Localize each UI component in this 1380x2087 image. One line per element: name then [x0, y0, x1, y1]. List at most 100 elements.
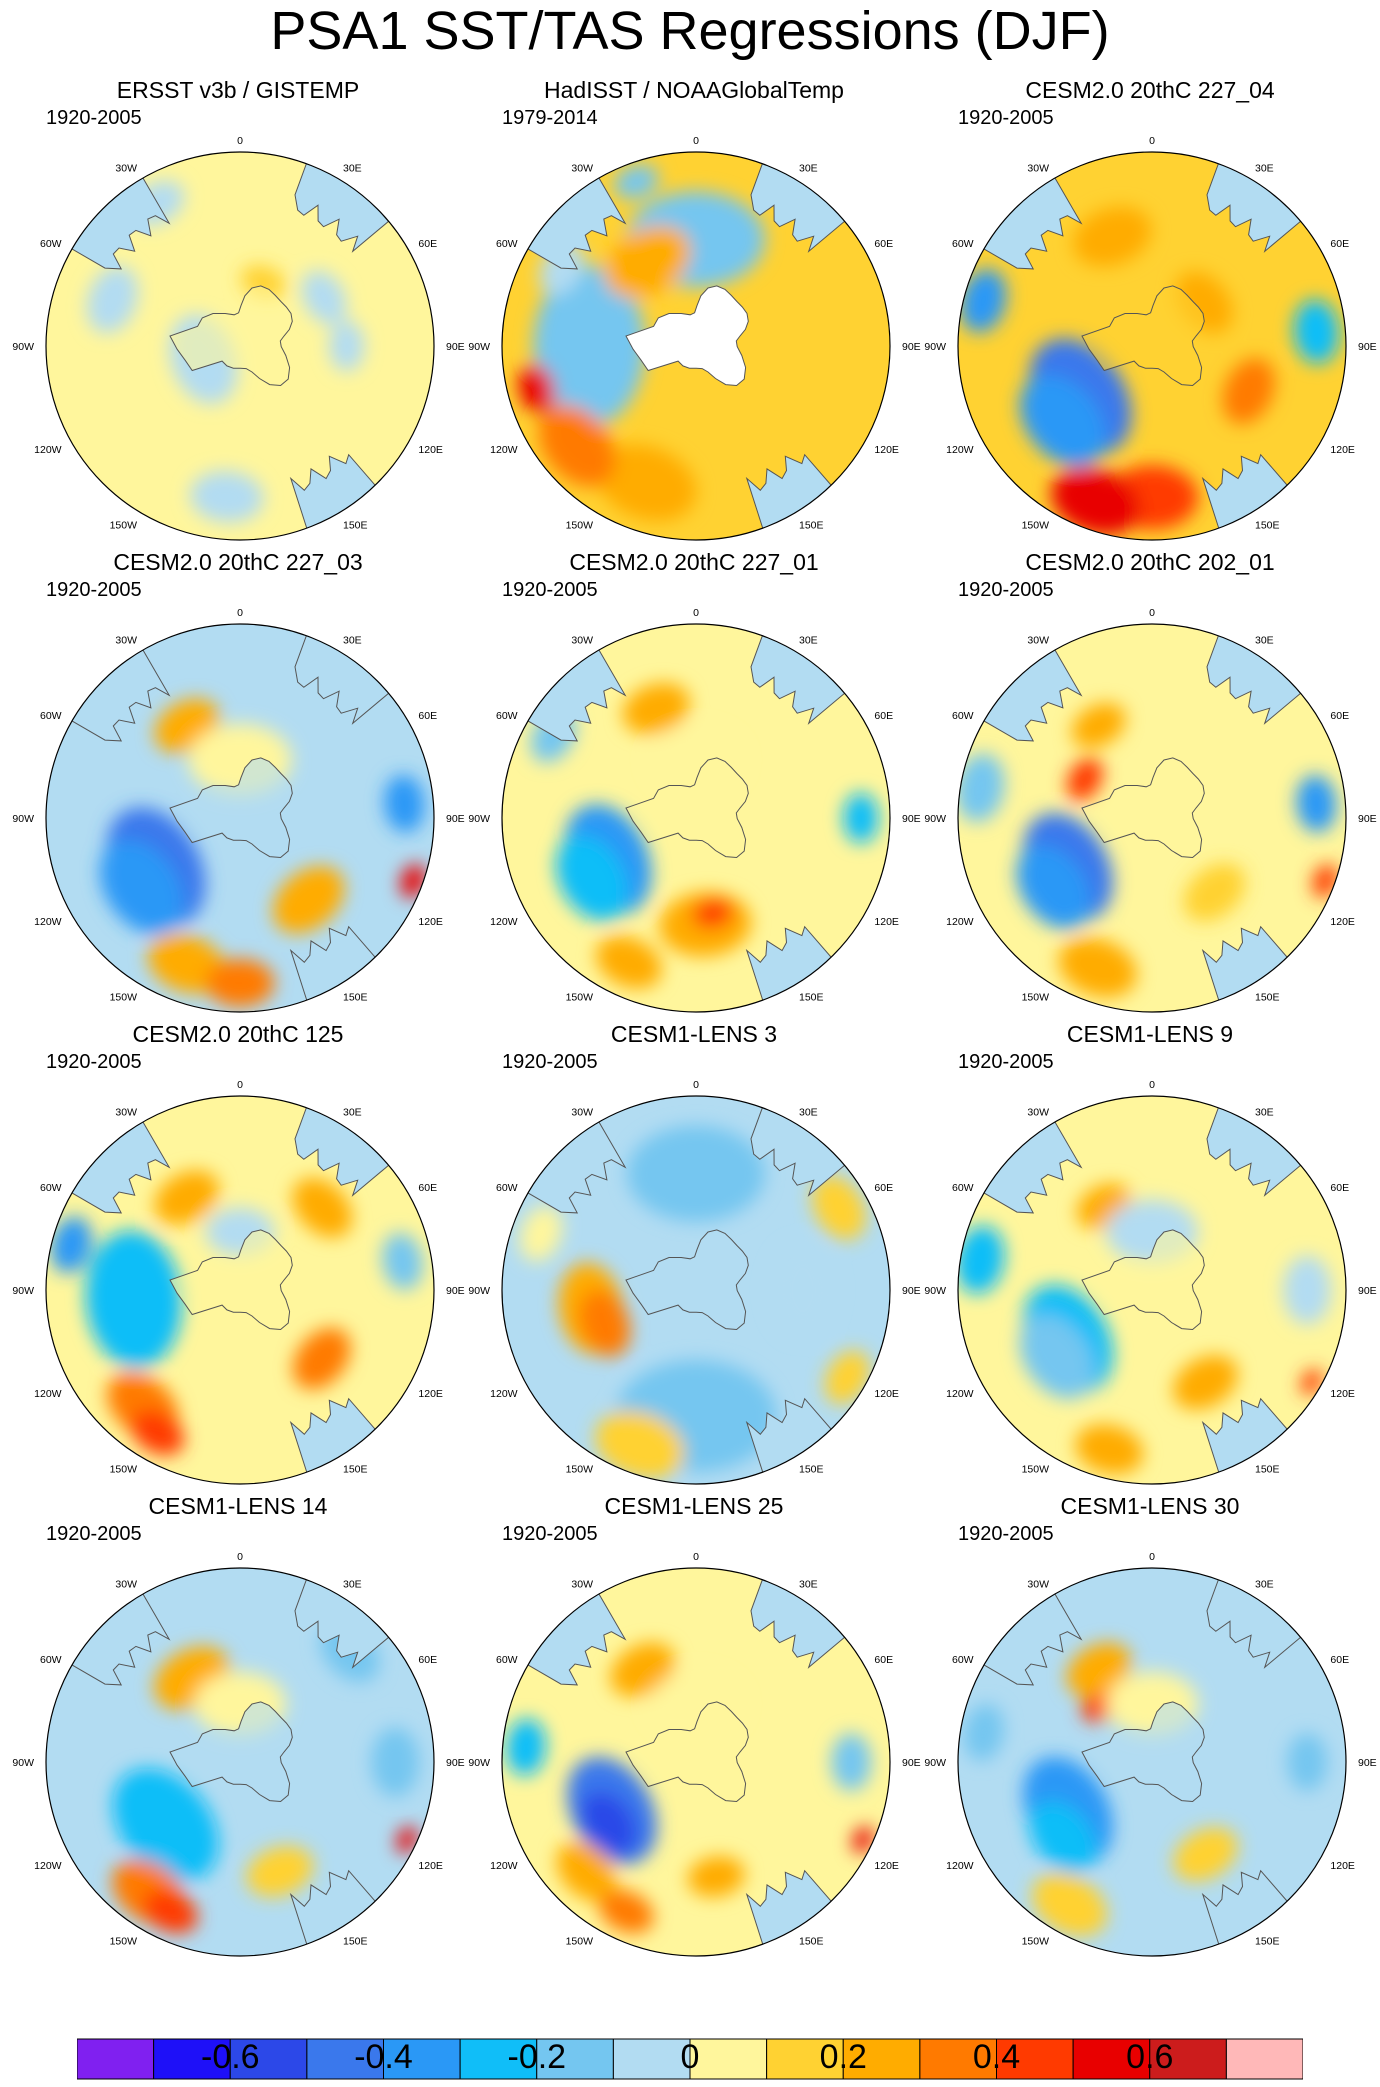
polar-map: 0 30E 60E 90E 120E 150E 180 150W 120W 90W 60W 30W — [12, 135, 464, 548]
longitude-label: 90W — [12, 1285, 34, 1297]
anomaly-region — [1173, 1355, 1238, 1410]
colorbar-swatch — [229, 2038, 308, 2080]
anomaly-region — [85, 1230, 182, 1369]
panel-title: CESM2.0 20thC 227_03 — [113, 549, 363, 575]
anomaly-region — [1066, 1642, 1131, 1697]
longitude-label: 150E — [799, 1935, 824, 1947]
longitude-label: 30E — [799, 1579, 818, 1591]
longitude-label: 60E — [418, 238, 437, 250]
longitude-label: 120E — [1330, 916, 1355, 928]
longitude-label: 60E — [418, 710, 437, 722]
longitude-label: 90W — [924, 1757, 946, 1769]
antarctica-outline — [169, 285, 293, 387]
longitude-label: 150E — [799, 991, 824, 1003]
longitude-label: 120E — [1330, 444, 1355, 456]
longitude-label: 150W — [566, 519, 594, 531]
antarctica-outline — [169, 1229, 293, 1331]
longitude-label: 60E — [418, 1654, 437, 1666]
antarctica-outline — [1081, 1229, 1205, 1331]
anomaly-region — [604, 225, 691, 299]
panel-period: 1920-2005 — [502, 1523, 598, 1545]
colorbar-tick-label: 0.4 — [972, 2038, 1021, 2076]
anomaly-region — [1058, 937, 1137, 998]
longitude-label: 120E — [1330, 1388, 1355, 1400]
longitude-label: 0 — [1149, 1551, 1155, 1563]
longitude-label: 150W — [110, 1463, 138, 1475]
longitude-label: 30E — [1255, 163, 1274, 175]
panel-period: 1920-2005 — [46, 579, 142, 601]
map-border — [501, 623, 891, 1013]
longitude-label: 60W — [952, 1182, 974, 1194]
anomaly-region — [824, 1350, 870, 1405]
polar-map: 0 30E 60E 90E 120E 150E 180 150W 120W 90W 60W 30W — [12, 1551, 464, 1964]
longitude-label: 120E — [874, 916, 899, 928]
anomaly-region — [579, 1289, 631, 1357]
anomaly-region — [1075, 1424, 1144, 1475]
anomaly-region — [580, 1791, 637, 1855]
longitude-label: 60E — [874, 238, 893, 250]
longitude-label: 90E — [1358, 1285, 1377, 1297]
longitude-label: 30E — [343, 163, 362, 175]
longitude-label: 120W — [34, 916, 62, 928]
anomaly-region — [99, 839, 184, 935]
map-border — [501, 1095, 891, 1485]
longitude-label: 120W — [946, 444, 974, 456]
anomaly-region — [272, 866, 345, 934]
colorbar-swatch — [383, 2038, 461, 2080]
colorbar-swatch — [153, 2038, 231, 2080]
longitude-label: 120E — [418, 916, 443, 928]
anomaly-region — [518, 363, 555, 414]
panel-title: CESM1-LENS 9 — [1066, 1021, 1234, 1047]
polar-map: 0 30E 60E 90E 120E 150E 180 150W 120W 90W 60W 30W — [924, 607, 1376, 1020]
longitude-label: 120W — [946, 1860, 974, 1872]
longitude-label: 120E — [418, 1388, 443, 1400]
anomaly-region — [610, 1642, 675, 1697]
colorbar-swatch — [1225, 2038, 1303, 2080]
longitude-label: 60E — [874, 1182, 893, 1194]
map-border — [957, 623, 1347, 1013]
map-border — [501, 151, 891, 541]
anomaly-region — [614, 164, 659, 199]
polar-map: 0 30E 60E 90E 120E 150E 180 150W 120W 90W 60W 30W — [468, 607, 920, 1020]
panel-title: CESM2.0 20thC 125 — [132, 1021, 344, 1047]
anomaly-region — [1183, 863, 1246, 922]
colorbar-tick-label: -0.2 — [507, 2038, 567, 2076]
map-border — [957, 1095, 1347, 1485]
longitude-label: 150W — [110, 1935, 138, 1947]
longitude-label: 30E — [799, 1107, 818, 1119]
antarctica-outline — [1081, 757, 1205, 859]
anomaly-region — [960, 269, 1007, 333]
map-panel: CESM1-LENS 9 1920-2005 0 30E 60E 90E 120E 150E 1… — [920, 1020, 1380, 1492]
longitude-label: 60E — [1330, 1182, 1349, 1194]
panel-title: CESM1-LENS 14 — [148, 1493, 328, 1519]
antarctica-outline — [169, 757, 293, 859]
longitude-label: 30E — [1255, 635, 1274, 647]
longitude-label: 60W — [952, 238, 974, 250]
longitude-label: 180 — [687, 547, 705, 548]
longitude-label: 30W — [115, 635, 137, 647]
longitude-label: 150W — [110, 991, 138, 1003]
longitude-label: 30E — [1255, 1107, 1274, 1119]
colorbar-swatch — [996, 2038, 1074, 2080]
colorbar-labels: -0.6 -0.4 -0.2 0 0.2 0.4 0.6 — [0, 2040, 1380, 2087]
longitude-label: 150W — [1022, 991, 1050, 1003]
colorbar-swatch — [689, 2038, 768, 2080]
antarctica-outline — [1081, 285, 1205, 387]
longitude-label: 120W — [490, 1860, 518, 1872]
longitude-label: 30E — [799, 163, 818, 175]
antarctica-outline — [625, 285, 749, 387]
panel-period: 1920-2005 — [502, 579, 598, 601]
anomaly-region — [190, 470, 264, 523]
anomaly-region — [505, 1718, 546, 1776]
longitude-label: 30E — [343, 635, 362, 647]
longitude-label: 60W — [952, 1654, 974, 1666]
colorbar-swatch — [842, 2038, 921, 2080]
longitude-label: 90W — [468, 1757, 490, 1769]
longitude-label: 90W — [12, 813, 34, 825]
longitude-label: 90E — [902, 1285, 921, 1297]
map-border — [45, 623, 435, 1013]
longitude-label: 120E — [418, 1860, 443, 1872]
colorbar-swatch — [766, 2038, 844, 2080]
longitude-label: 120E — [418, 444, 443, 456]
antarctica-outline — [625, 757, 749, 859]
